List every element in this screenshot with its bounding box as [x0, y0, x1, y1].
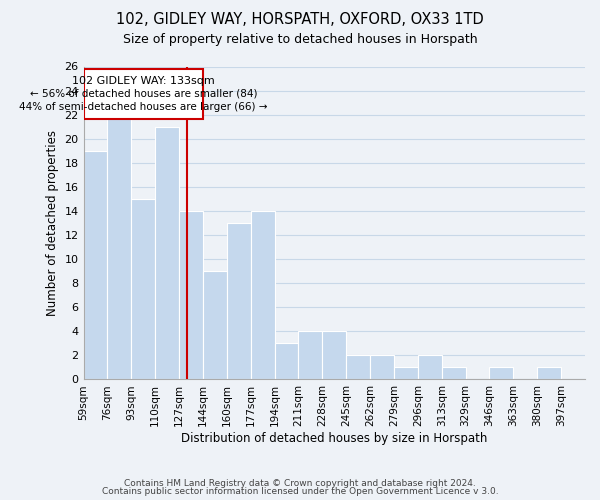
Bar	[490, 368, 514, 380]
Text: ← 56% of detached houses are smaller (84): ← 56% of detached houses are smaller (84…	[30, 88, 257, 98]
X-axis label: Distribution of detached houses by size in Horspath: Distribution of detached houses by size …	[181, 432, 487, 445]
Bar	[370, 356, 394, 380]
FancyBboxPatch shape	[84, 69, 203, 119]
Bar	[83, 151, 107, 380]
Bar	[442, 368, 466, 380]
Text: Contains HM Land Registry data © Crown copyright and database right 2024.: Contains HM Land Registry data © Crown c…	[124, 478, 476, 488]
Bar	[203, 271, 227, 380]
Text: Contains public sector information licensed under the Open Government Licence v : Contains public sector information licen…	[101, 487, 499, 496]
Bar	[131, 199, 155, 380]
Bar	[275, 344, 298, 380]
Text: 102 GIDLEY WAY: 133sqm: 102 GIDLEY WAY: 133sqm	[72, 76, 215, 86]
Bar	[227, 223, 251, 380]
Bar	[155, 126, 179, 380]
Y-axis label: Number of detached properties: Number of detached properties	[46, 130, 59, 316]
Bar	[537, 368, 561, 380]
Bar	[394, 368, 418, 380]
Text: 102, GIDLEY WAY, HORSPATH, OXFORD, OX33 1TD: 102, GIDLEY WAY, HORSPATH, OXFORD, OX33 …	[116, 12, 484, 28]
Bar	[179, 211, 203, 380]
Text: 44% of semi-detached houses are larger (66) →: 44% of semi-detached houses are larger (…	[19, 102, 268, 112]
Bar	[346, 356, 370, 380]
Bar	[418, 356, 442, 380]
Bar	[298, 332, 322, 380]
Bar	[322, 332, 346, 380]
Bar	[107, 114, 131, 380]
Bar	[251, 211, 275, 380]
Text: Size of property relative to detached houses in Horspath: Size of property relative to detached ho…	[122, 32, 478, 46]
